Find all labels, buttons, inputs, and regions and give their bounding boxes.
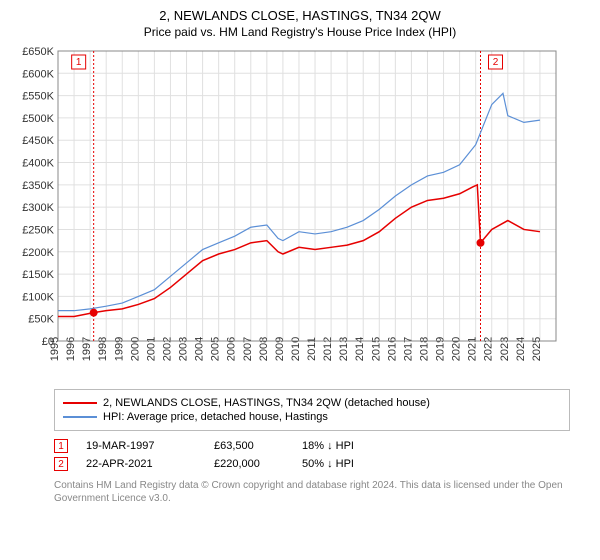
sale-price: £220,000 (214, 458, 284, 470)
svg-text:£100K: £100K (22, 291, 54, 303)
svg-text:2025: 2025 (531, 337, 543, 361)
svg-text:£150K: £150K (22, 269, 54, 281)
sales-table: 1 19-MAR-1997 £63,500 18% ↓ HPI 2 22-APR-2021… (54, 437, 570, 473)
svg-text:2019: 2019 (435, 337, 447, 361)
svg-text:2008: 2008 (258, 337, 270, 361)
sale-marker: 2 (54, 457, 68, 471)
legend-row-hpi: HPI: Average price, detached house, Hast… (63, 410, 561, 424)
attribution: Contains HM Land Registry data © Crown c… (54, 479, 570, 505)
legend-label-property: 2, NEWLANDS CLOSE, HASTINGS, TN34 2QW (d… (103, 397, 430, 409)
svg-text:2016: 2016 (386, 337, 398, 361)
svg-text:2004: 2004 (194, 337, 206, 361)
svg-text:2015: 2015 (370, 337, 382, 361)
svg-text:2021: 2021 (467, 337, 479, 361)
page-title: 2, NEWLANDS CLOSE, HASTINGS, TN34 2QW (10, 8, 590, 23)
svg-text:2002: 2002 (161, 337, 173, 361)
sale-date: 22-APR-2021 (86, 458, 196, 470)
svg-text:2020: 2020 (451, 337, 463, 361)
svg-text:£350K: £350K (22, 180, 54, 192)
svg-text:2024: 2024 (515, 337, 527, 361)
svg-text:1996: 1996 (65, 337, 77, 361)
sale-delta: 50% ↓ HPI (302, 458, 354, 470)
svg-text:2022: 2022 (483, 337, 495, 361)
svg-text:£200K: £200K (22, 247, 54, 259)
svg-text:2014: 2014 (354, 337, 366, 361)
svg-text:2010: 2010 (290, 337, 302, 361)
svg-text:2005: 2005 (210, 337, 222, 361)
legend-swatch-hpi (63, 416, 97, 418)
svg-text:£250K: £250K (22, 224, 54, 236)
legend-row-property: 2, NEWLANDS CLOSE, HASTINGS, TN34 2QW (d… (63, 396, 561, 410)
svg-text:£450K: £450K (22, 135, 54, 147)
svg-text:2017: 2017 (402, 337, 414, 361)
svg-text:1995: 1995 (49, 337, 61, 361)
legend-label-hpi: HPI: Average price, detached house, Hast… (103, 411, 328, 423)
sale-marker: 1 (54, 439, 68, 453)
svg-text:2: 2 (493, 57, 499, 68)
svg-text:2000: 2000 (129, 337, 141, 361)
svg-text:£300K: £300K (22, 202, 54, 214)
svg-text:2012: 2012 (322, 337, 334, 361)
sale-row: 2 22-APR-2021 £220,000 50% ↓ HPI (54, 455, 570, 473)
sale-row: 1 19-MAR-1997 £63,500 18% ↓ HPI (54, 437, 570, 455)
svg-text:£500K: £500K (22, 113, 54, 125)
svg-text:2001: 2001 (145, 337, 157, 361)
legend: 2, NEWLANDS CLOSE, HASTINGS, TN34 2QW (d… (54, 389, 570, 431)
svg-text:£550K: £550K (22, 91, 54, 103)
svg-text:1998: 1998 (97, 337, 109, 361)
svg-text:2003: 2003 (178, 337, 190, 361)
svg-text:£50K: £50K (28, 314, 54, 326)
svg-text:1999: 1999 (113, 337, 125, 361)
chart-svg: £0£50K£100K£150K£200K£250K£300K£350K£400… (10, 45, 570, 385)
sale-delta: 18% ↓ HPI (302, 440, 354, 452)
svg-text:1997: 1997 (81, 337, 93, 361)
svg-text:2023: 2023 (499, 337, 511, 361)
legend-swatch-property (63, 402, 97, 404)
svg-text:2013: 2013 (338, 337, 350, 361)
svg-text:1: 1 (76, 57, 82, 68)
sale-price: £63,500 (214, 440, 284, 452)
price-chart: £0£50K£100K£150K£200K£250K£300K£350K£400… (10, 45, 590, 385)
page-subtitle: Price paid vs. HM Land Registry's House … (10, 25, 590, 39)
svg-text:2006: 2006 (226, 337, 238, 361)
svg-text:£400K: £400K (22, 158, 54, 170)
svg-text:2018: 2018 (418, 337, 430, 361)
sale-date: 19-MAR-1997 (86, 440, 196, 452)
svg-text:2007: 2007 (242, 337, 254, 361)
svg-text:2009: 2009 (274, 337, 286, 361)
svg-text:£600K: £600K (22, 68, 54, 80)
svg-text:£650K: £650K (22, 46, 54, 58)
